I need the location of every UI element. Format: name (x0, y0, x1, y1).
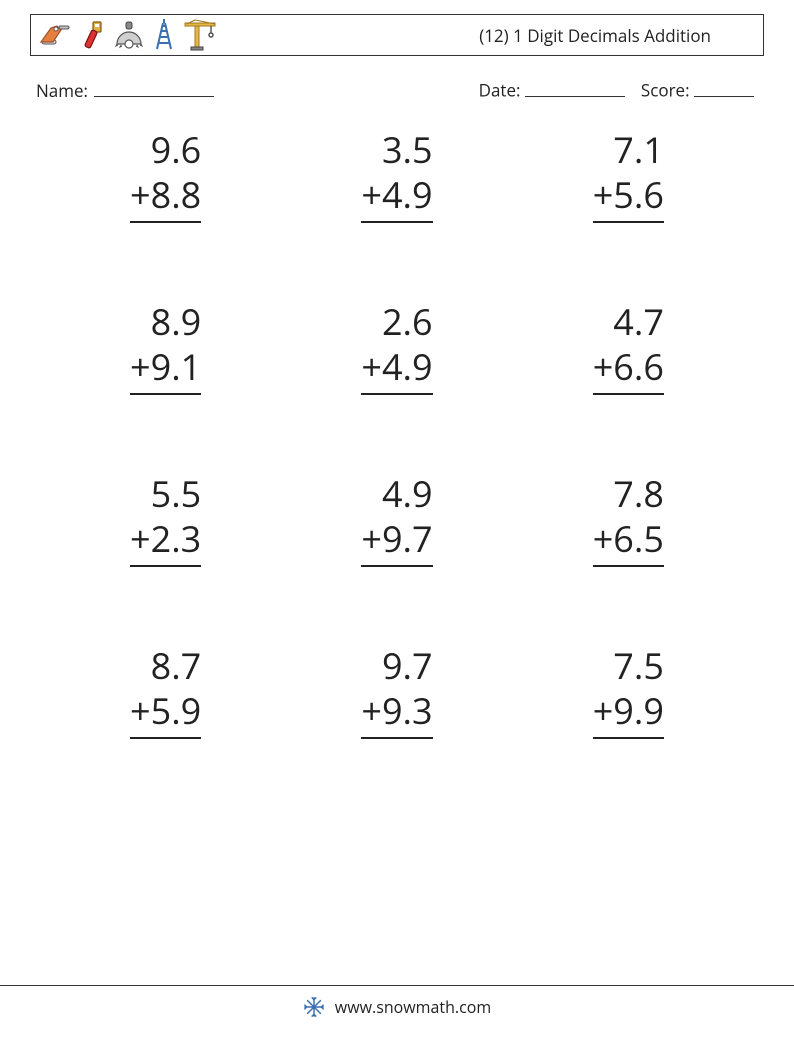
problem-rule (130, 393, 201, 395)
header-box: (12) 1 Digit Decimals Addition (30, 14, 764, 56)
problem-top: 7.5 (593, 643, 664, 688)
problem-rule (130, 565, 201, 567)
pipe-wrench-icon (77, 20, 107, 50)
problem-top: 8.9 (130, 299, 201, 344)
problem-rule (130, 221, 201, 223)
date-label: Date: (479, 79, 521, 102)
problem-rule (361, 737, 432, 739)
problem: 8.9+9.1 (50, 299, 281, 395)
crane-icon (183, 19, 217, 51)
problem: 4.9+9.7 (281, 471, 512, 567)
problem-rule (361, 565, 432, 567)
problem-bottom: +6.5 (593, 516, 664, 561)
snowflake-icon (303, 996, 325, 1018)
problem-bottom: +5.6 (593, 172, 664, 217)
problem-bottom: +9.3 (361, 688, 432, 733)
problem-rule (593, 221, 664, 223)
problem-top: 7.1 (593, 127, 664, 172)
problem-inner: 4.7+6.6 (593, 299, 664, 395)
problem-inner: 5.5+2.3 (130, 471, 201, 567)
name-blank[interactable] (94, 78, 214, 97)
problem-top: 5.5 (130, 471, 201, 516)
problem-bottom: +5.9 (130, 688, 201, 733)
problem-inner: 7.5+9.9 (593, 643, 664, 739)
problem-inner: 4.9+9.7 (361, 471, 432, 567)
problem-top: 9.7 (361, 643, 432, 688)
date-blank[interactable] (525, 78, 625, 97)
footer: www.snowmath.com (0, 985, 794, 1023)
problem: 7.8+6.5 (513, 471, 744, 567)
problem: 5.5+2.3 (50, 471, 281, 567)
problem-bottom: +4.9 (361, 344, 432, 389)
problem-bottom: +8.8 (130, 172, 201, 217)
problem-inner: 9.6+8.8 (130, 127, 201, 223)
problem-top: 8.7 (130, 643, 201, 688)
score-label: Score: (641, 79, 690, 102)
problem-top: 7.8 (593, 471, 664, 516)
problem-rule (130, 737, 201, 739)
footer-site: www.snowmath.com (335, 996, 491, 1018)
problem-inner: 7.8+6.5 (593, 471, 664, 567)
problems-grid: 9.6+8.83.5+4.97.1+5.68.9+9.12.6+4.94.7+6… (30, 127, 764, 739)
problem-bottom: +9.7 (361, 516, 432, 561)
worksheet-title: (12) 1 Digit Decimals Addition (479, 24, 751, 47)
problem-bottom: +6.6 (593, 344, 664, 389)
problem-rule (361, 221, 432, 223)
problem-top: 9.6 (130, 127, 201, 172)
problem-bottom: +9.1 (130, 344, 201, 389)
ladder-icon (151, 19, 177, 51)
problem-top: 3.5 (361, 127, 432, 172)
problem: 9.7+9.3 (281, 643, 512, 739)
circular-saw-icon (113, 20, 145, 50)
problem-bottom: +9.9 (593, 688, 664, 733)
problem-inner: 8.7+5.9 (130, 643, 201, 739)
score-blank[interactable] (694, 78, 754, 97)
problem-bottom: +2.3 (130, 516, 201, 561)
tool-icon-row (39, 19, 217, 51)
problem: 7.1+5.6 (513, 127, 744, 223)
meta-row: Name: Date: Score: (36, 78, 764, 102)
problem-bottom: +4.9 (361, 172, 432, 217)
chainsaw-icon (39, 20, 71, 50)
problem-inner: 9.7+9.3 (361, 643, 432, 739)
problem: 9.6+8.8 (50, 127, 281, 223)
problem-rule (361, 393, 432, 395)
problem-rule (593, 737, 664, 739)
problem-rule (593, 393, 664, 395)
name-label: Name: (36, 79, 88, 102)
problem: 7.5+9.9 (513, 643, 744, 739)
problem-inner: 2.6+4.9 (361, 299, 432, 395)
problem-inner: 7.1+5.6 (593, 127, 664, 223)
problem: 4.7+6.6 (513, 299, 744, 395)
problem-inner: 8.9+9.1 (130, 299, 201, 395)
problem-top: 4.7 (593, 299, 664, 344)
problem-rule (593, 565, 664, 567)
problem: 2.6+4.9 (281, 299, 512, 395)
problem-inner: 3.5+4.9 (361, 127, 432, 223)
problem-top: 4.9 (361, 471, 432, 516)
problem-top: 2.6 (361, 299, 432, 344)
problem: 3.5+4.9 (281, 127, 512, 223)
problem: 8.7+5.9 (50, 643, 281, 739)
